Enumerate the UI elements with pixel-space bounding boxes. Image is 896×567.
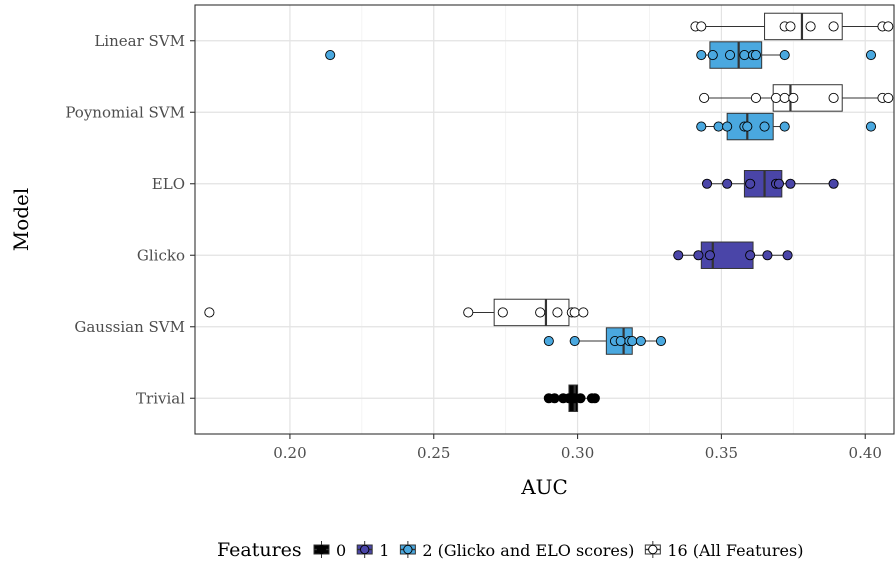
poynomial-svm-2-glicko-and-elo-scores-point xyxy=(742,121,753,132)
linear-svm-16-all-features-point xyxy=(785,21,796,32)
poynomial-svm-2-glicko-and-elo-scores-point xyxy=(696,121,707,132)
poynomial-svm-16-all-features-point xyxy=(699,92,710,103)
linear-svm-2-glicko-and-elo-scores-point xyxy=(779,50,790,61)
gaussian-svm-2-glicko-and-elo-scores-point xyxy=(569,335,580,347)
elo-1-point xyxy=(785,178,796,189)
linear-svm-2-glicko-and-elo-scores-point xyxy=(739,50,750,61)
linear-svm-16-all-features-point xyxy=(883,21,894,32)
gaussian-svm-16-all-features-point xyxy=(569,307,580,318)
elo-1-point xyxy=(745,178,756,189)
legend-label-2-glicko-and-elo-scores: 2 (Glicko and ELO scores) xyxy=(422,541,634,560)
gaussian-svm-2-glicko-and-elo-scores-point xyxy=(543,335,554,347)
x-tick-label: 0.30 xyxy=(561,444,594,462)
linear-svm-2-glicko-and-elo-scores-point xyxy=(750,50,761,61)
linear-svm-2-glicko-and-elo-scores-point xyxy=(724,50,736,61)
legend-title: Features xyxy=(217,539,302,561)
poynomial-svm-16-all-features-point xyxy=(883,92,894,103)
poynomial-svm-16-all-features-point xyxy=(779,92,790,103)
legend-key-point-16-all-features xyxy=(648,544,658,555)
poynomial-svm-16-all-features-point xyxy=(828,92,839,103)
glicko-1-point xyxy=(693,250,704,261)
y-tick-label: Glicko xyxy=(137,246,185,264)
poynomial-svm-2-glicko-and-elo-scores-point xyxy=(713,121,724,132)
glicko-1-point xyxy=(762,250,773,261)
gaussian-svm-16-all-features-point xyxy=(552,307,563,318)
linear-svm-2-glicko-and-elo-scores-point xyxy=(325,50,336,61)
poynomial-svm-2-glicko-and-elo-scores-point xyxy=(722,121,733,132)
elo-1-point xyxy=(722,178,733,189)
axis-ticks: 0.20 0.25 0.30 0.35 0.40 Linear SVM Poynomial … xyxy=(65,32,882,462)
legend-label-16-all-features: 16 (All Features) xyxy=(667,541,803,560)
x-tick-label: 0.25 xyxy=(417,444,450,462)
linear-svm-2-glicko-and-elo-scores-point xyxy=(707,50,718,61)
trivial-0-point xyxy=(589,393,600,404)
y-axis-title: Model xyxy=(9,188,33,252)
y-tick-label: Linear SVM xyxy=(94,32,185,50)
gaussian-svm-16-all-features-point xyxy=(204,307,215,318)
legend-key-point-0 xyxy=(316,544,327,555)
y-tick-label: ELO xyxy=(152,175,185,193)
gaussian-svm-2-glicko-and-elo-scores-point xyxy=(615,335,626,347)
trivial-0-point xyxy=(575,393,586,404)
x-tick-label: 0.40 xyxy=(849,444,882,462)
glicko-1-point xyxy=(704,250,715,261)
legend-label-0: 0 xyxy=(336,541,346,560)
glicko-1-point xyxy=(782,250,793,261)
linear-svm-16-all-features-point xyxy=(696,21,707,32)
gaussian-svm-16-all-features-point xyxy=(463,307,474,318)
linear-svm-16-all-features-point xyxy=(828,21,839,32)
linear-svm-2-glicko-and-elo-scores-point xyxy=(696,50,707,61)
gaussian-svm-16-all-features-point xyxy=(535,307,546,318)
glicko-1-point xyxy=(673,250,684,261)
poynomial-svm-2-glicko-and-elo-scores-point xyxy=(759,121,770,132)
legend: Features 0 1 2 (Glicko and ELO scores) 16 (… xyxy=(217,539,803,561)
poynomial-svm-16-all-features-point xyxy=(788,92,799,103)
poynomial-svm-2-glicko-and-elo-scores-point xyxy=(779,121,790,132)
legend-key-point-1 xyxy=(360,544,370,555)
elo-1-point xyxy=(701,178,713,189)
elo-1-point xyxy=(828,178,839,189)
y-tick-label: Poynomial SVM xyxy=(65,103,185,121)
grid-lines xyxy=(195,5,894,434)
gaussian-svm-2-glicko-and-elo-scores-point xyxy=(627,335,638,347)
gaussian-svm-16-all-features-point xyxy=(497,307,508,318)
poynomial-svm-16-all-features-point xyxy=(771,92,782,103)
elo-1-point xyxy=(773,178,784,189)
y-tick-label: Gaussian SVM xyxy=(74,318,185,336)
box-plots xyxy=(468,12,889,412)
gaussian-svm-2-glicko-and-elo-scores-point xyxy=(635,335,646,347)
x-tick-label: 0.20 xyxy=(273,444,306,462)
gaussian-svm-16-all-features-point xyxy=(578,307,589,318)
x-axis-title: AUC xyxy=(520,475,568,499)
y-tick-label: Trivial xyxy=(136,389,185,407)
gaussian-svm-2-glicko-and-elo-scores-point xyxy=(655,335,667,347)
linear-svm-2-glicko-and-elo-scores-point xyxy=(865,50,877,61)
data-points xyxy=(204,21,894,404)
panel-border xyxy=(194,4,895,435)
legend-label-1: 1 xyxy=(379,541,389,560)
legend-key-point-2-glicko-and-elo-scores xyxy=(403,544,413,555)
trivial-0-point xyxy=(549,393,560,404)
poynomial-svm-2-glicko-and-elo-scores-point xyxy=(865,121,877,132)
x-tick-label: 0.35 xyxy=(705,444,738,462)
glicko-1-point xyxy=(745,250,756,261)
poynomial-svm-16-all-features-point xyxy=(750,92,761,103)
linear-svm-16-all-features-point xyxy=(805,21,816,32)
